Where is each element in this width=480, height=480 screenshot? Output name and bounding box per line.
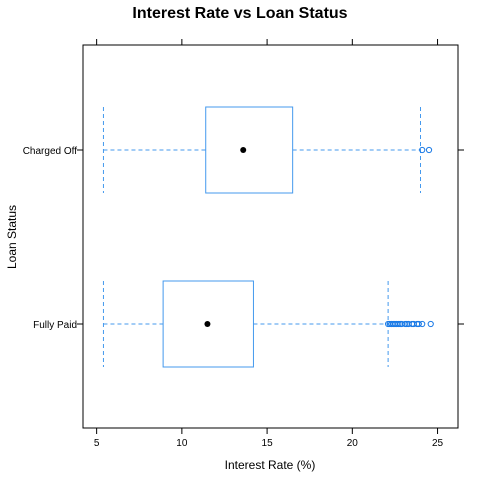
interquartile-box [162, 280, 254, 368]
x-axis-label: Interest Rate (%) [225, 458, 316, 472]
y-axis-category-labels: Charged Off Fully Paid [23, 146, 464, 331]
x-tick-label: 25 [432, 438, 444, 449]
outlier-point [419, 146, 426, 154]
x-tick-label: 10 [176, 438, 188, 449]
category-label: Fully Paid [33, 320, 77, 331]
chart-title: Interest Rate vs Loan Status [132, 5, 347, 22]
category-label: Charged Off [23, 146, 78, 157]
outlier-point [419, 320, 426, 328]
outlier-point [427, 320, 434, 328]
x-tick-label: 5 [94, 438, 100, 449]
outlier-point [415, 320, 422, 328]
plot-frame [82, 44, 459, 429]
box-group [102, 280, 434, 368]
outlier-point [425, 146, 433, 154]
median-marker [240, 147, 247, 153]
median-marker [204, 321, 211, 327]
outlier-point [395, 320, 402, 328]
x-tick-label: 15 [262, 438, 274, 449]
x-tick-label: 20 [347, 438, 359, 449]
y-axis-label: Loan Status [5, 205, 19, 269]
outlier-point [402, 320, 409, 328]
box-group [102, 106, 433, 194]
interquartile-box [205, 106, 294, 194]
x-axis-ticks: 5 10 15 20 25 [94, 39, 444, 449]
box-series [102, 106, 434, 368]
